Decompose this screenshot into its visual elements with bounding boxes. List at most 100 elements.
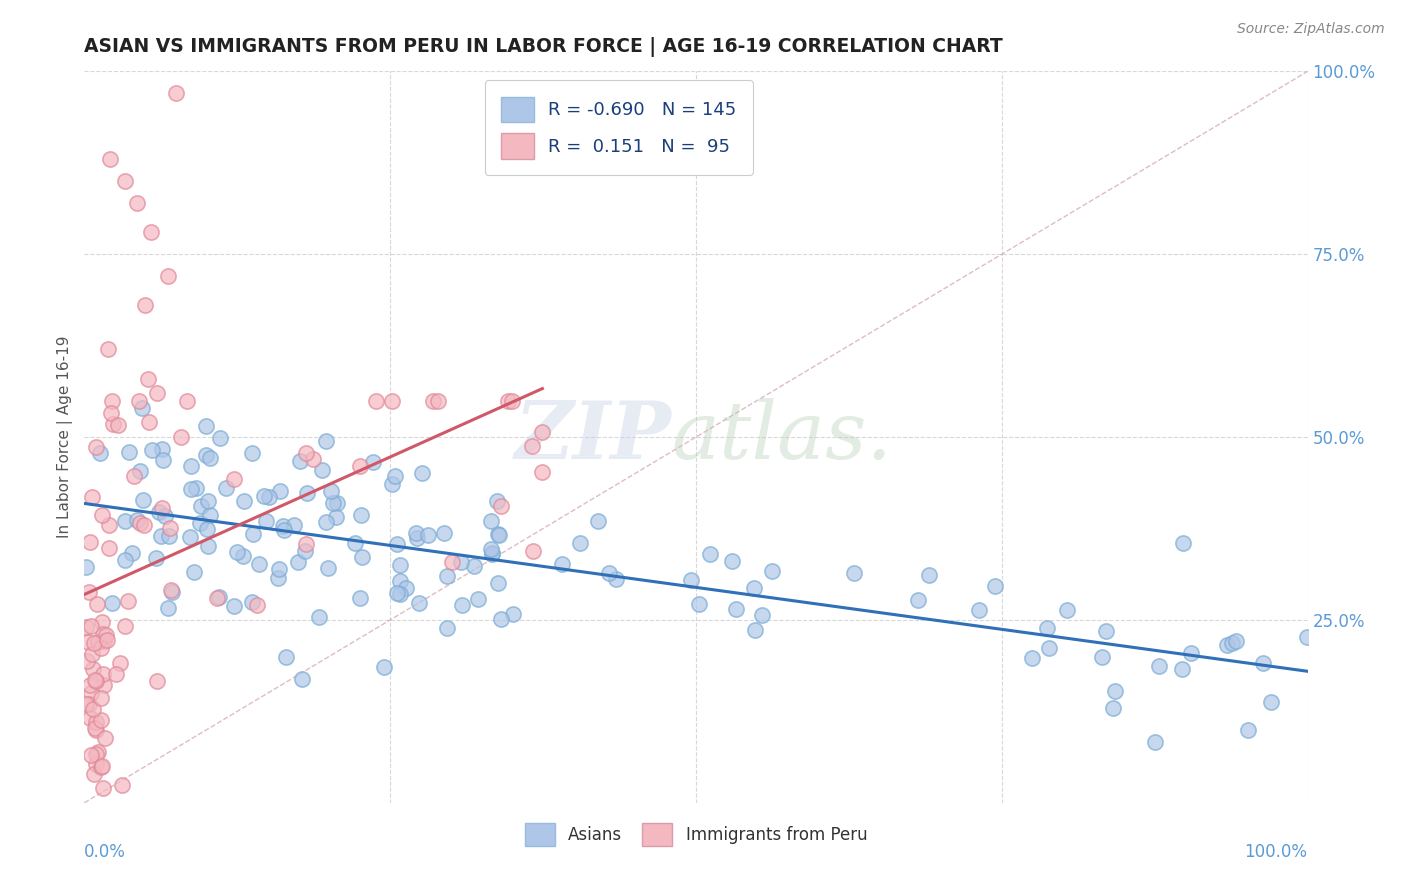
Point [125,513,148,527]
Point [75,619,97,633]
Point [89,446,111,460]
Point [159,521,181,535]
Point [1144,735,1167,749]
Point [233,494,256,508]
Point [184,481,207,495]
Point [117,593,139,607]
Point [111,778,134,792]
Point [496,393,519,408]
Point [405,525,427,540]
Point [436,622,458,636]
Point [132,517,155,532]
Point [273,518,295,533]
Point [1091,649,1114,664]
Point [273,523,295,537]
Point [411,466,433,480]
Point [479,514,502,528]
Point [225,545,247,559]
Point [75,560,97,574]
Text: ASIAN VS IMMIGRANTS FROM PERU IN LABOR FORCE | AGE 16-19 CORRELATION CHART: ASIAN VS IMMIGRANTS FROM PERU IN LABOR F… [84,37,1002,57]
Point [551,557,574,571]
Point [114,552,136,566]
Point [84,674,107,689]
Y-axis label: In Labor Force | Age 16-19: In Labor Force | Age 16-19 [58,335,73,539]
Point [207,590,229,604]
Point [90,713,112,727]
Point [349,591,371,606]
Point [350,508,373,523]
Point [96,632,118,647]
Point [90,760,112,774]
Point [1236,723,1258,737]
Point [598,566,620,580]
Point [1260,695,1282,709]
Point [77,585,100,599]
Point [489,499,512,513]
Point [761,564,783,578]
Point [501,393,523,408]
Point [322,496,344,510]
Point [82,490,104,504]
Point [520,439,543,453]
Point [349,458,371,473]
Point [481,547,503,561]
Point [91,780,114,795]
Point [93,667,115,681]
Point [215,481,238,495]
Point [183,565,205,579]
Point [98,152,121,166]
Point [389,574,412,589]
Point [145,674,167,689]
Point [842,566,865,581]
Point [699,547,721,561]
Point [205,591,228,606]
Point [128,516,150,530]
Point [86,745,108,759]
Point [294,543,316,558]
Point [136,371,159,385]
Point [83,721,105,735]
Point [373,660,395,674]
Point [742,581,765,595]
Point [77,697,100,711]
Point [141,442,163,457]
Point [90,691,112,706]
Text: 100.0%: 100.0% [1244,843,1308,861]
Point [162,585,184,599]
Point [152,453,174,467]
Point [384,468,406,483]
Point [77,635,100,649]
Point [1102,701,1125,715]
Point [197,494,219,508]
Point [315,434,337,449]
Point [114,174,136,188]
Point [76,654,98,668]
Point [82,647,104,661]
Point [188,516,211,531]
Point [395,581,418,595]
Point [242,526,264,541]
Point [751,607,773,622]
Point [93,731,115,746]
Point [152,500,174,515]
Point [91,615,114,630]
Point [124,469,146,483]
Point [138,416,160,430]
Point [405,531,427,545]
Point [586,514,609,528]
Point [224,472,246,486]
Point [486,526,509,541]
Point [121,546,143,560]
Point [180,458,202,473]
Point [98,517,121,532]
Point [502,607,524,621]
Point [179,530,201,544]
Point [463,559,485,574]
Point [522,544,544,558]
Point [267,571,290,585]
Point [79,535,101,549]
Text: atlas.: atlas. [672,399,893,475]
Point [481,546,503,560]
Point [108,656,131,670]
Point [114,514,136,528]
